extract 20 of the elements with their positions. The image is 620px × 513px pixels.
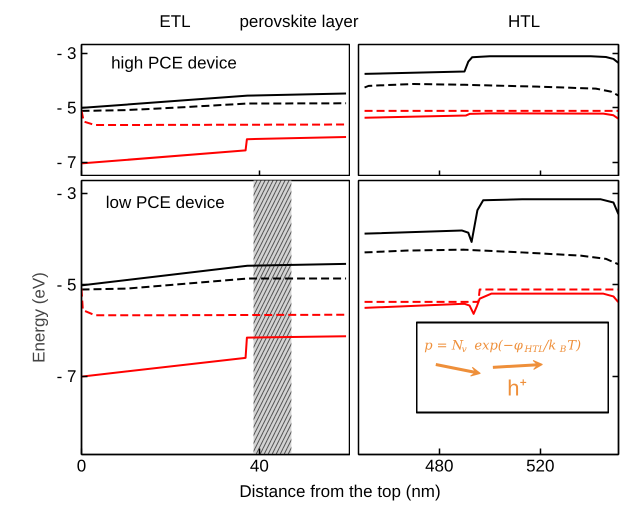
y-tick-label: - 3 <box>56 44 77 63</box>
y-axis-title: Energy (eV) <box>30 272 49 363</box>
annotation: high PCE device <box>111 53 237 72</box>
y-tick-label: - 7 <box>56 152 77 172</box>
y-tick-label: - 5 <box>56 275 77 294</box>
y-tick-label: - 5 <box>56 98 77 118</box>
text: HTL <box>508 11 540 33</box>
line-series <box>82 335 348 378</box>
x-tick-label: 0 <box>76 456 86 476</box>
y-tick-label: - 3 <box>56 184 77 203</box>
y-tick-label: - 7 <box>56 367 77 386</box>
x-axis-title: Distance from the top (nm) <box>239 481 441 503</box>
line-series <box>82 136 348 164</box>
annotation: h⁺ <box>507 376 526 401</box>
annotation: low PCE device <box>106 192 225 212</box>
text: ETL <box>159 11 191 33</box>
x-tick-label: 40 <box>250 456 269 476</box>
x-tick-label: 520 <box>526 456 554 476</box>
x-tick-label: 480 <box>425 456 454 476</box>
text: perovskite layer <box>239 11 359 33</box>
